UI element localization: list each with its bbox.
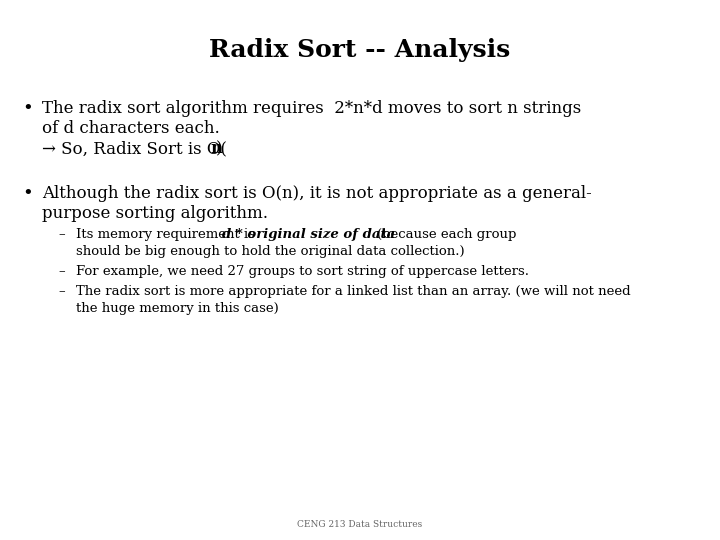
Text: –: – bbox=[58, 228, 65, 241]
Text: (because each group: (because each group bbox=[377, 228, 516, 241]
Text: purpose sorting algorithm.: purpose sorting algorithm. bbox=[42, 205, 268, 222]
Text: → So, Radix Sort is O(: → So, Radix Sort is O( bbox=[42, 140, 227, 157]
Text: CENG 213 Data Structures: CENG 213 Data Structures bbox=[297, 520, 423, 529]
Text: –: – bbox=[58, 285, 65, 298]
Text: the huge memory in this case): the huge memory in this case) bbox=[76, 302, 279, 315]
Text: The radix sort algorithm requires  2*n*d moves to sort n strings: The radix sort algorithm requires 2*n*d … bbox=[42, 100, 581, 117]
Text: Radix Sort -- Analysis: Radix Sort -- Analysis bbox=[210, 38, 510, 62]
Text: d * original size of data: d * original size of data bbox=[222, 228, 395, 241]
Text: –: – bbox=[58, 265, 65, 278]
Text: •: • bbox=[22, 100, 32, 118]
Text: of d characters each.: of d characters each. bbox=[42, 120, 220, 137]
Text: For example, we need 27 groups to sort string of uppercase letters.: For example, we need 27 groups to sort s… bbox=[76, 265, 529, 278]
Text: ): ) bbox=[216, 140, 222, 157]
Text: The radix sort is more appropriate for a linked list than an array. (we will not: The radix sort is more appropriate for a… bbox=[76, 285, 631, 298]
Text: should be big enough to hold the original data collection.): should be big enough to hold the origina… bbox=[76, 245, 464, 258]
Text: Its memory requirement is: Its memory requirement is bbox=[76, 228, 264, 241]
Text: Although the radix sort is O(n), it is not appropriate as a general-: Although the radix sort is O(n), it is n… bbox=[42, 185, 592, 202]
Text: •: • bbox=[22, 185, 32, 203]
Text: n: n bbox=[210, 140, 222, 157]
